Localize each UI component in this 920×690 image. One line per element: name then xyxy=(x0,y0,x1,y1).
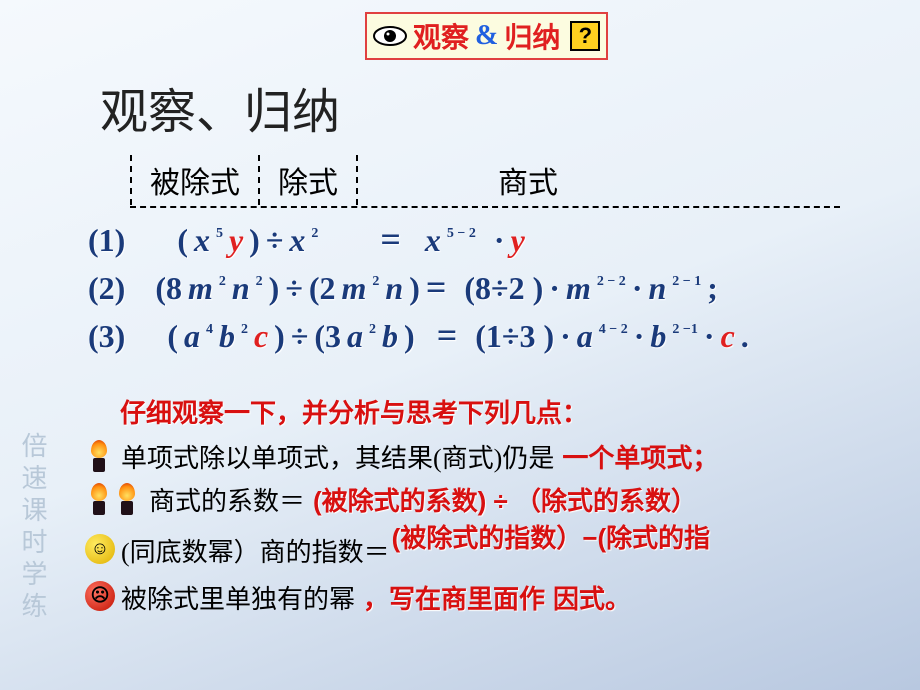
top-banner: 观察 & 归纳 ? xyxy=(365,12,608,60)
eye-icon xyxy=(373,25,407,47)
header-divisor: 除式 xyxy=(260,158,356,202)
double-candle-icon xyxy=(85,483,141,517)
equation-row-2: (2) (8m2n2) ÷ (2m2n) = (8÷2 ) · m2 − 2 ·… xyxy=(88,266,908,308)
sidebar-label: 倍速课时学练 xyxy=(14,432,51,624)
banner-ampersand: & xyxy=(475,20,498,52)
point-4: ☹ 被除式里单独有的幂 ，写在商里面作 因式。 xyxy=(85,579,915,616)
point-3: ☺ (同底数幂）商的指数＝ (被除式的指数）−(除式的指 xyxy=(85,532,915,569)
equation-row-3: (3) (a4b2c) ÷ (3a2b) = (1÷3 ) · a4 − 2 ·… xyxy=(88,314,908,356)
equations: (1) (x5y) ÷ x2 = x5 − 2 · y (2) (8m2n2) … xyxy=(88,218,908,362)
banner-induce: 归纳 xyxy=(504,16,560,56)
smiley-icon: ☺ xyxy=(85,534,113,568)
question-icon: ? xyxy=(570,21,600,51)
equation-row-1: (1) (x5y) ÷ x2 = x5 − 2 · y xyxy=(88,218,908,260)
analysis-note: 仔细观察一下，并分析与思考下列几点： xyxy=(120,393,588,430)
dash-underline xyxy=(130,206,840,208)
bullet-points: 单项式除以单项式，其结果(商式)仍是 一个单项式； 商式的系数＝ (被除式的系数… xyxy=(85,438,915,622)
header-quotient: 商式 xyxy=(358,158,576,202)
frowney-icon: ☹ xyxy=(85,581,113,615)
header-dividend: 被除式 xyxy=(132,158,258,202)
column-headers: 被除式 除式 商式 xyxy=(130,155,576,205)
point-2: 商式的系数＝ (被除式的系数) ÷ （除式的系数） xyxy=(85,481,915,518)
banner-observe: 观察 xyxy=(413,16,469,56)
page-title: 观察、归纳 xyxy=(100,72,340,142)
candle-icon xyxy=(85,440,113,474)
point-1: 单项式除以单项式，其结果(商式)仍是 一个单项式； xyxy=(85,438,915,475)
